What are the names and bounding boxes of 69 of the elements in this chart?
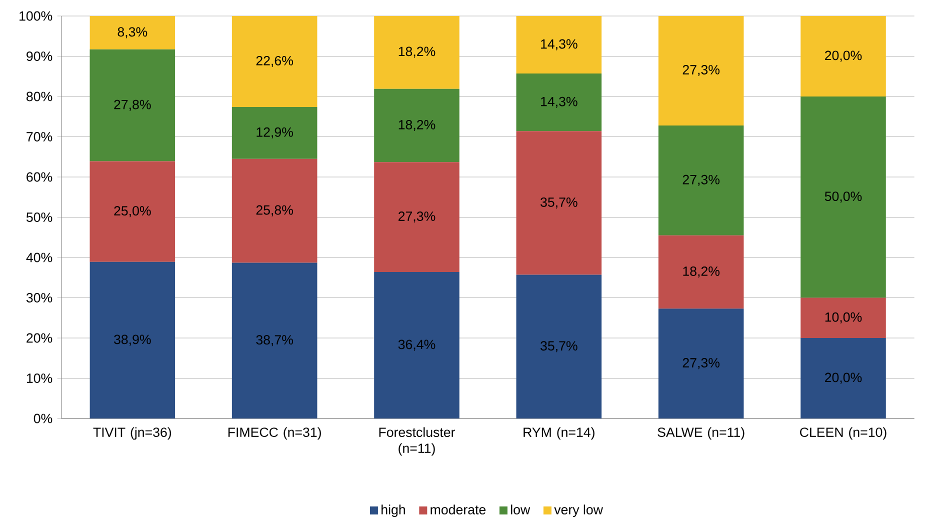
y-tick-label: 10% — [26, 374, 52, 384]
bar — [232, 262, 318, 419]
bar — [232, 158, 318, 263]
legend-label: high — [382, 504, 405, 518]
data-label: 12,9% — [256, 128, 294, 139]
bar — [516, 16, 602, 74]
bar — [800, 16, 886, 97]
x-tick-label: TIVIT (jn=36) — [93, 427, 172, 440]
data-label: 18,2% — [683, 266, 720, 278]
bar — [800, 298, 886, 338]
data-label: 35,7% — [540, 198, 578, 209]
data-label: 20,0% — [825, 372, 862, 384]
bar — [232, 16, 318, 108]
x-tick-label: FIMECC (n=31) — [228, 427, 321, 440]
bar — [658, 235, 744, 309]
data-label: 20,0% — [825, 50, 862, 62]
y-tick-label: 40% — [26, 252, 52, 262]
data-label: 18,2% — [398, 46, 436, 58]
data-label: 27,3% — [398, 212, 436, 223]
bar — [374, 88, 460, 162]
data-label: 27,8% — [114, 100, 151, 111]
bar — [374, 272, 460, 419]
data-label: 14,3% — [541, 96, 578, 108]
y-tick-label: 80% — [26, 92, 52, 102]
y-tick-label: 70% — [26, 132, 52, 142]
y-tick-label: 30% — [26, 293, 52, 303]
data-label: 38,9% — [114, 334, 151, 346]
data-label: 10,0% — [825, 312, 862, 324]
bar — [800, 96, 886, 298]
y-tick-label: 90% — [26, 52, 52, 62]
bar — [658, 16, 744, 126]
data-label: 8,3% — [118, 27, 148, 38]
bar — [90, 49, 176, 162]
bar — [658, 308, 744, 419]
bar — [800, 338, 886, 419]
data-label: 36,4% — [398, 340, 436, 351]
bar — [516, 274, 602, 419]
y-tick-label: 50% — [26, 212, 52, 222]
data-label: 22,6% — [256, 56, 294, 68]
data-label: 25,8% — [256, 205, 294, 216]
data-label: 50,0% — [824, 192, 862, 203]
data-label: 27,3% — [682, 358, 720, 370]
bar — [516, 74, 602, 132]
y-tick-label: 60% — [26, 172, 52, 182]
y-tick-label: 0% — [34, 414, 52, 424]
x-tick-label: SALWE (n=11) — [658, 427, 744, 440]
x-tick-label: CLEEN (n=10) — [800, 427, 886, 440]
data-label: 18,2% — [398, 120, 436, 132]
legend-label: very low — [554, 504, 604, 518]
data-label: 38,7% — [256, 335, 294, 346]
data-label: 27,3% — [682, 65, 720, 76]
bar — [90, 262, 176, 419]
x-tick-label: Forestcluster (n=11) — [379, 427, 456, 456]
legend-label: low — [511, 504, 530, 514]
x-tick-label: RYM (n=14) — [524, 427, 594, 440]
bar — [90, 161, 176, 262]
bar — [516, 131, 602, 275]
y-tick-label: 20% — [26, 333, 52, 343]
bar — [90, 16, 176, 50]
data-label: 35,7% — [540, 341, 578, 352]
data-label: 14,3% — [541, 39, 578, 50]
data-label: 25,0% — [114, 206, 151, 218]
legend-label: moderate — [430, 504, 486, 514]
bar — [374, 162, 460, 272]
y-tick-label: 100% — [20, 11, 52, 21]
bar — [374, 16, 460, 89]
bar — [658, 126, 744, 236]
bar — [232, 107, 318, 159]
data-label: 27,3% — [682, 175, 720, 186]
